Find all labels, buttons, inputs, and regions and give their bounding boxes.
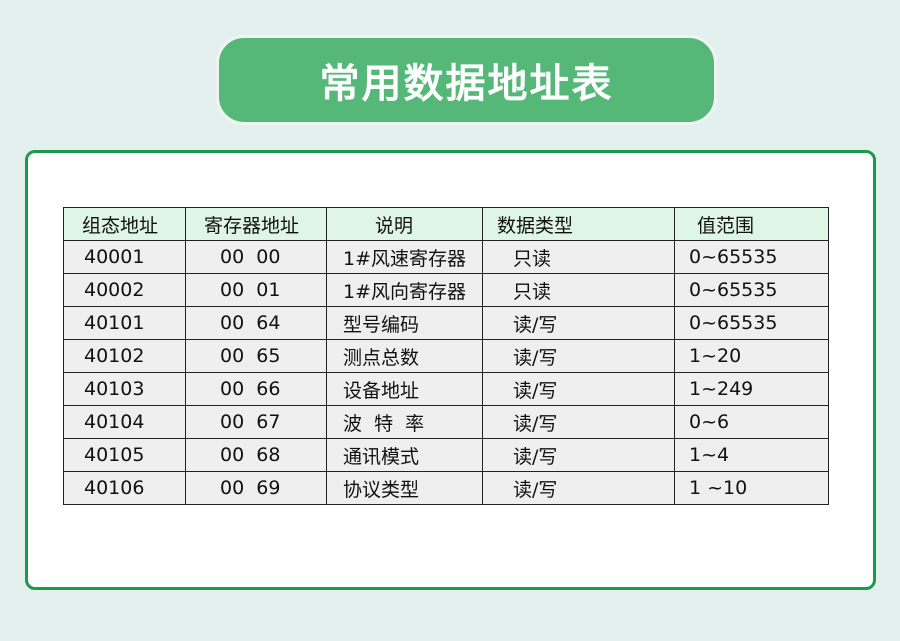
table-cell: 读/写 <box>482 471 675 505</box>
table-cell: 1~249 <box>674 372 829 406</box>
column-header: 组态地址 <box>63 207 186 241</box>
data-address-table: 组态地址 寄存器地址 说明 数据类型 值范围 40001 00 00 1#风速寄存器 只读 0~… <box>63 207 829 505</box>
table-cell: 00 66 <box>185 372 327 406</box>
table-row: 40105 00 68 通讯模式 读/写 1~4 <box>63 438 829 472</box>
table-row: 40101 00 64 型号编码 读/写 0~65535 <box>63 306 829 340</box>
table-row: 40103 00 66 设备地址 读/写 1~249 <box>63 372 829 406</box>
table-cell: 只读 <box>482 240 675 274</box>
table-cell: 通讯模式 <box>326 438 483 472</box>
table-row: 40002 00 01 1#风向寄存器 只读 0~65535 <box>63 273 829 307</box>
column-header: 数据类型 <box>482 207 675 241</box>
column-header: 值范围 <box>674 207 829 241</box>
table-cell: 读/写 <box>482 438 675 472</box>
table-row: 40001 00 00 1#风速寄存器 只读 0~65535 <box>63 240 829 274</box>
table-cell: 1~4 <box>674 438 829 472</box>
table-cell: 00 00 <box>185 240 327 274</box>
table-cell: 40106 <box>63 471 186 505</box>
table-cell: 型号编码 <box>326 306 483 340</box>
table-cell: 40103 <box>63 372 186 406</box>
table-header-row: 组态地址 寄存器地址 说明 数据类型 值范围 <box>63 207 829 241</box>
table-row: 40102 00 65 测点总数 读/写 1~20 <box>63 339 829 373</box>
table-cell: 1~20 <box>674 339 829 373</box>
table-cell: 0~65535 <box>674 306 829 340</box>
table-cell: 协议类型 <box>326 471 483 505</box>
table-cell: 40104 <box>63 405 186 439</box>
table-cell: 1#风向寄存器 <box>326 273 483 307</box>
column-header: 寄存器地址 <box>185 207 327 241</box>
table-cell: 40105 <box>63 438 186 472</box>
table-cell: 40001 <box>63 240 186 274</box>
table-cell: 0~65535 <box>674 240 829 274</box>
table-cell: 00 01 <box>185 273 327 307</box>
table-cell: 40102 <box>63 339 186 373</box>
table-cell: 只读 <box>482 273 675 307</box>
table-cell: 0~65535 <box>674 273 829 307</box>
table-row: 40106 00 69 协议类型 读/写 1 ~10 <box>63 471 829 505</box>
table-cell: 00 65 <box>185 339 327 373</box>
table-cell: 00 64 <box>185 306 327 340</box>
table-cell: 00 68 <box>185 438 327 472</box>
table-cell: 00 69 <box>185 471 327 505</box>
table-cell: 00 67 <box>185 405 327 439</box>
table-cell: 40101 <box>63 306 186 340</box>
table-cell: 1#风速寄存器 <box>326 240 483 274</box>
title-banner: 常用数据地址表 <box>216 35 717 125</box>
table-cell: 读/写 <box>482 405 675 439</box>
table-cell: 读/写 <box>482 339 675 373</box>
table-cell: 测点总数 <box>326 339 483 373</box>
table-row: 40104 00 67 波 特 率读/写 0~6 <box>63 405 829 439</box>
page-title: 常用数据地址表 <box>319 61 614 107</box>
table-cell: 设备地址 <box>326 372 483 406</box>
table-cell: 读/写 <box>482 306 675 340</box>
table-cell: 40002 <box>63 273 186 307</box>
table-cell: 0~6 <box>674 405 829 439</box>
table-cell: 读/写 <box>482 372 675 406</box>
table-cell: 1 ~10 <box>674 471 829 505</box>
table-cell: 波 特 率 <box>326 405 483 439</box>
column-header: 说明 <box>326 207 483 241</box>
